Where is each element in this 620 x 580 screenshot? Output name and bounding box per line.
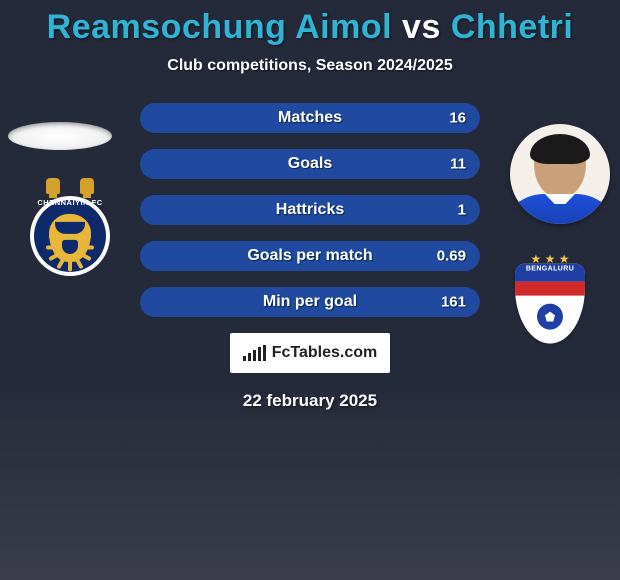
stat-label: Min per goal [263, 293, 357, 311]
page-title: Reamsochung Aimol vs Chhetri [0, 0, 620, 47]
stat-row: Min per goal 161 [140, 287, 480, 317]
title-player1: Reamsochung Aimol [47, 8, 392, 46]
player1-club-name: CHENNAIYIN FC [31, 198, 109, 207]
title-vs: vs [402, 8, 441, 46]
stat-value-right: 11 [450, 156, 466, 173]
chart-icon [243, 345, 266, 361]
stat-value-right: 1 [458, 202, 466, 219]
mask-icon [49, 214, 91, 262]
stat-value-right: 161 [441, 294, 466, 311]
subtitle: Club competitions, Season 2024/2025 [0, 57, 620, 75]
player1-avatar [8, 122, 112, 150]
stat-row: Goals 11 [140, 149, 480, 179]
player1-club-crest: CHENNAIYIN FC [22, 188, 118, 284]
stat-label: Hattricks [276, 201, 344, 219]
trophy-icon [46, 178, 60, 194]
title-player2: Chhetri [451, 8, 574, 46]
football-icon [537, 304, 563, 330]
stat-row: Hattricks 1 [140, 195, 480, 225]
stat-label: Goals [288, 155, 332, 173]
stat-row: Matches 16 [140, 103, 480, 133]
date: 22 february 2025 [0, 391, 620, 411]
player2-club-name: BENGALURU [515, 266, 585, 273]
stat-label: Goals per match [247, 247, 372, 265]
stat-label: Matches [278, 109, 342, 127]
stat-row: Goals per match 0.69 [140, 241, 480, 271]
player2-club-crest: ★ ★ ★ BENGALURU [502, 254, 598, 350]
stat-value-right: 0.69 [437, 248, 466, 265]
player2-avatar [510, 124, 610, 224]
stat-value-right: 16 [449, 110, 466, 127]
stats-list: Matches 16 Goals 11 Hattricks 1 Goals per matc… [140, 103, 480, 317]
site-logo-text: FcTables.com [272, 344, 378, 362]
trophy-icon [80, 178, 94, 194]
site-logo[interactable]: FcTables.com [230, 333, 390, 373]
